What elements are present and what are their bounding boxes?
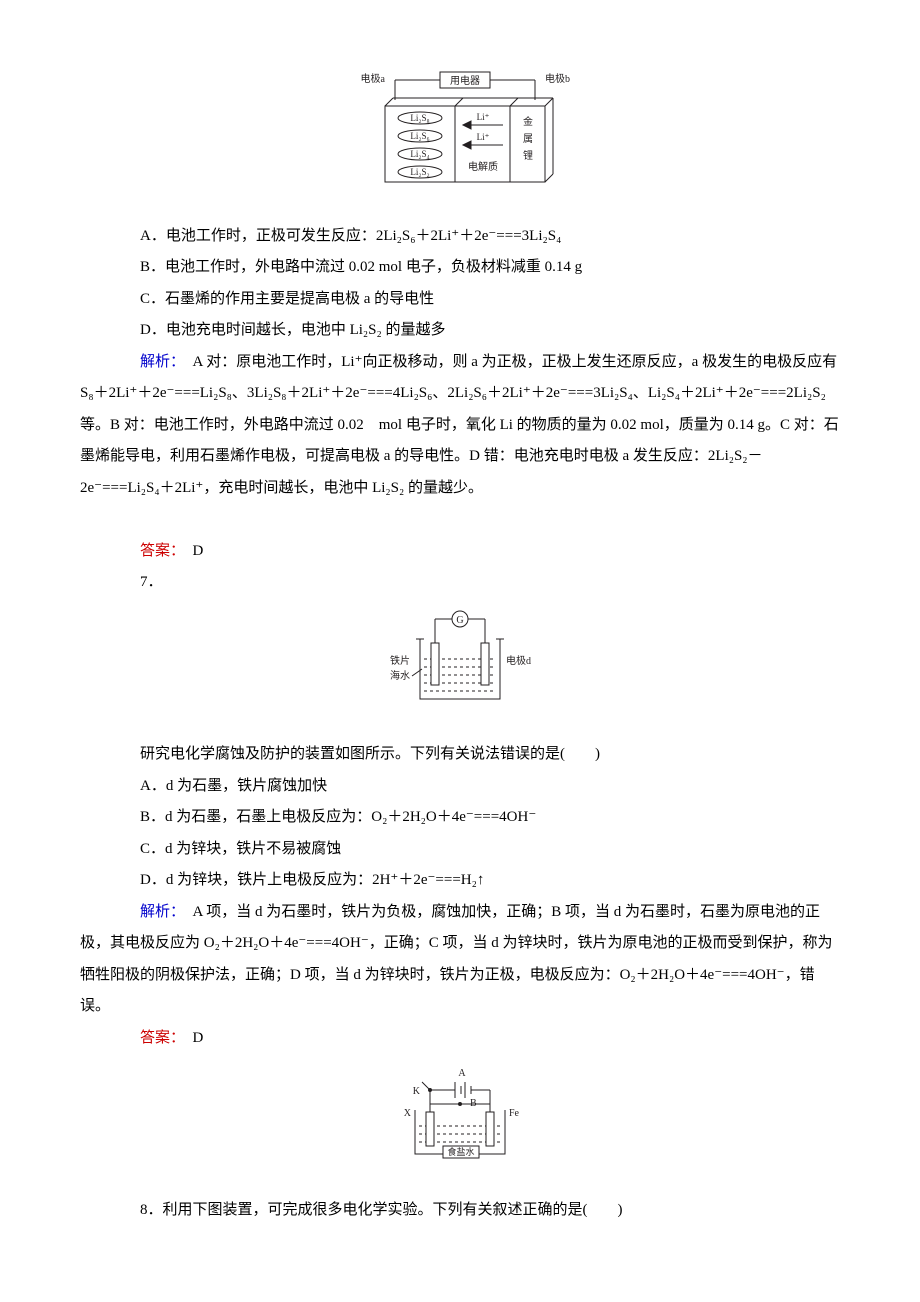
analysis-label: 解析： <box>140 354 178 370</box>
q8-stem: 8．利用下图装置，可完成很多电化学实验。下列有关叙述正确的是( ) <box>80 1195 840 1227</box>
answer-label-7: 答案： <box>140 1030 178 1046</box>
q6-answer: 答案： D <box>80 536 840 568</box>
metal-li-1: 属 <box>523 133 533 145</box>
x-label: X <box>404 1108 412 1119</box>
q7-analysis: 解析： A 项，当 d 为石墨时，铁片为负极，腐蚀加快，正确；B 项，当 d 为… <box>80 897 840 1023</box>
q6-option-d: D．电池充电时间越长，电池中 Li₂S₂ 的量越多 <box>80 315 840 347</box>
q6-option-a: A．电池工作时，正极可发生反应：2Li₂S₆＋2Li⁺＋2e⁻===3Li₂S₄ <box>80 221 840 253</box>
species-2: Li₂S₄ <box>410 149 429 159</box>
electrode-a-label: 电极a <box>361 72 386 85</box>
answer-label: 答案： <box>140 543 178 559</box>
li-ion-1: Li⁺ <box>477 112 490 122</box>
k-label: K <box>413 1086 421 1097</box>
q7-analysis-body: A 项，当 d 为石墨时，铁片为负极，腐蚀加快，正确；B 项，当 d 为石墨时，… <box>80 904 833 1015</box>
corrosion-diagram: G 铁片 海水 电极d <box>80 609 840 722</box>
q6-option-c: C．石墨烯的作用主要是提高电极 a 的导电性 <box>80 284 840 316</box>
q6-analysis-lead: 解析： A 对：原电池工作时，Li⁺向正极移动，则 a 为正极，正极上发生还原反… <box>80 347 840 379</box>
q7-option-d: D．d 为锌块，铁片上电极反应为：2H⁺＋2e⁻===H₂↑ <box>80 865 840 897</box>
a-label: A <box>458 1068 466 1079</box>
metal-li-0: 金 <box>523 115 533 128</box>
q7-stem: 研究电化学腐蚀及防护的装置如图所示。下列有关说法错误的是( ) <box>80 739 840 771</box>
species-1: Li₂S₆ <box>410 131 429 141</box>
appliance-label: 用电器 <box>450 74 480 87</box>
q6-option-b: B．电池工作时，外电路中流过 0.02 mol 电子，负极材料减重 0.14 g <box>80 252 840 284</box>
fe-label: Fe <box>509 1108 520 1119</box>
species-0: Li₂S₈ <box>410 113 429 123</box>
seawater-label: 海水 <box>390 669 410 682</box>
q6-analysis-body: S₈＋2Li⁺＋2e⁻===Li₂S₈、3Li₂S₈＋2Li⁺＋2e⁻===4L… <box>80 378 840 504</box>
q7-option-a: A．d 为石墨，铁片腐蚀加快 <box>80 771 840 803</box>
analysis-label-7: 解析： <box>140 904 178 920</box>
species-3: Li₂S₂ <box>410 167 429 177</box>
metal-li-2: 锂 <box>523 150 533 162</box>
battery-diagram: 用电器 电极a 电极b Li₂S₈ Li₂S₆ Li₂S₄ Li₂S₂ Li⁺ <box>80 70 840 203</box>
q7-option-b: B．d 为石墨，石墨上电极反应为：O₂＋2H₂O＋4e⁻===4OH⁻ <box>80 802 840 834</box>
q6-analysis-lead-text: A 对：原电池工作时，Li⁺向正极移动，则 a 为正极，正极上发生还原反应，a … <box>178 354 838 370</box>
electrochem-diagram: A K B X Fe 食盐水 <box>80 1064 840 1177</box>
q7-number: 7． <box>80 567 840 599</box>
q7-answer-text: D <box>178 1030 204 1046</box>
q6-answer-text: D <box>178 543 204 559</box>
g-label: G <box>456 615 463 626</box>
li-ion-2: Li⁺ <box>477 132 490 142</box>
q7-option-c: C．d 为锌块，铁片不易被腐蚀 <box>80 834 840 866</box>
iron-label: 铁片 <box>390 654 410 667</box>
electrode-b-label: 电极b <box>545 72 570 85</box>
q7-answer: 答案： D <box>80 1023 840 1055</box>
electrolyte-label: 电解质 <box>468 160 498 173</box>
saltwater-label: 食盐水 <box>447 1146 474 1157</box>
electrode-d-label: 电极d <box>506 654 531 667</box>
